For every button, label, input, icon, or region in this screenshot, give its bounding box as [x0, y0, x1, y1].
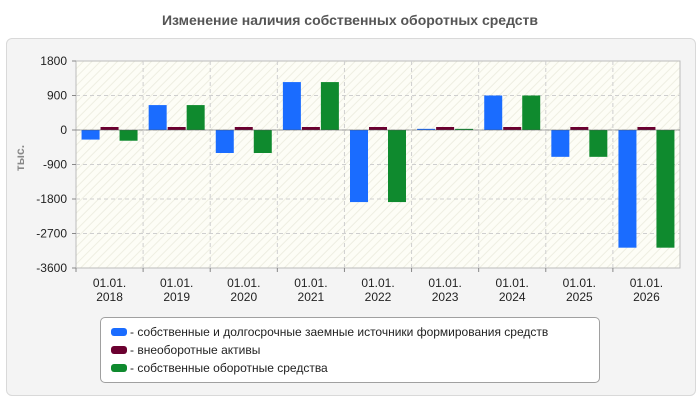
- bar-3-7: [522, 95, 541, 130]
- bar-2-3: [234, 127, 253, 130]
- chart-legend: - собственные и долгосрочные заемные ист…: [100, 317, 600, 383]
- legend-swatch-3: [111, 363, 127, 372]
- bar-2-2: [167, 127, 186, 130]
- x-tick-label: 01.01.: [160, 276, 193, 290]
- y-tick-label: -3600: [36, 261, 67, 275]
- bar-1-3: [215, 130, 234, 153]
- x-tick-label: 01.01.: [630, 276, 663, 290]
- bar-1-5: [350, 130, 368, 203]
- legend-label-1: - собственные и долгосрочные заемные ист…: [130, 325, 549, 339]
- x-tick-label: 01.01.: [361, 276, 394, 290]
- bar-3-5: [388, 130, 406, 203]
- bar-2-8: [570, 127, 589, 130]
- bar-1-8: [551, 130, 570, 157]
- bar-2-9: [637, 127, 656, 130]
- legend-label-3: - собственные оборотные средства: [130, 361, 328, 375]
- x-axis-ticks: 01.01.201801.01.201901.01.202001.01.2021…: [75, 268, 663, 304]
- y-axis-label: тыс.: [13, 145, 27, 171]
- bar-3-4: [320, 82, 339, 130]
- x-tick-label: 01.01.: [428, 276, 461, 290]
- bar-3-1: [119, 130, 138, 141]
- chart-title: Изменение наличия собственных оборотных …: [161, 12, 539, 28]
- x-tick-label: 2021: [298, 290, 325, 304]
- x-tick-label: 01.01.: [93, 276, 126, 290]
- x-tick-label: 01.01.: [227, 276, 260, 290]
- y-axis-ticks: 1800 900 0 -900 -1800 -2700 -3600: [36, 54, 76, 275]
- y-tick-label: -2700: [36, 227, 67, 241]
- legend-swatch-2: [111, 345, 127, 354]
- x-tick-label: 2025: [566, 290, 593, 304]
- bar-3-6: [455, 128, 474, 130]
- x-tick-label: 01.01.: [294, 276, 327, 290]
- bar-2-6: [436, 127, 455, 130]
- y-tick-label: -1800: [36, 192, 67, 206]
- y-tick-label: 0: [60, 123, 67, 137]
- bar-2-5: [369, 127, 387, 130]
- x-tick-label: 2018: [96, 290, 123, 304]
- y-tick-label: 1800: [40, 54, 67, 68]
- bar-3-3: [253, 130, 272, 153]
- legend-item-series-3: - собственные оборотные средства: [111, 359, 328, 377]
- y-tick-label: 900: [47, 89, 67, 103]
- bar-1-6: [417, 128, 436, 130]
- x-tick-label: 2020: [230, 290, 257, 304]
- bar-3-8: [589, 130, 608, 157]
- y-tick-label: -900: [43, 158, 67, 172]
- legend-label-2: - внеоборотные активы: [130, 343, 261, 357]
- bar-1-1: [81, 130, 100, 140]
- x-tick-label: 2022: [365, 290, 392, 304]
- x-tick-label: 2026: [633, 290, 660, 304]
- bar-3-9: [656, 130, 675, 248]
- legend-item-series-2: - внеоборотные активы: [111, 341, 260, 359]
- bar-1-9: [618, 130, 637, 248]
- bar-2-1: [100, 127, 119, 130]
- x-tick-label: 01.01.: [563, 276, 596, 290]
- bar-2-7: [503, 127, 522, 130]
- bar-1-4: [282, 82, 301, 130]
- bar-2-4: [301, 127, 320, 130]
- legend-swatch-1: [111, 327, 127, 336]
- x-tick-label: 2024: [499, 290, 526, 304]
- x-tick-label: 2019: [163, 290, 190, 304]
- bar-3-2: [186, 105, 205, 130]
- bars: [76, 82, 680, 248]
- legend-item-series-1: - собственные и долгосрочные заемные ист…: [111, 323, 548, 341]
- x-tick-label: 01.01.: [496, 276, 529, 290]
- bar-1-2: [148, 105, 167, 130]
- bar-1-7: [484, 95, 503, 130]
- x-tick-label: 2023: [432, 290, 459, 304]
